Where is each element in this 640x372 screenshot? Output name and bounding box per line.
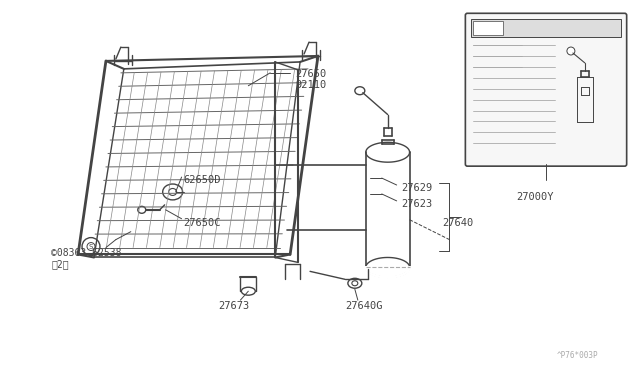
Ellipse shape: [348, 278, 362, 288]
Circle shape: [87, 243, 95, 250]
Circle shape: [567, 47, 575, 55]
Ellipse shape: [352, 281, 358, 286]
Bar: [474, 21, 503, 35]
Text: 27673: 27673: [218, 301, 250, 311]
FancyBboxPatch shape: [465, 13, 627, 166]
Ellipse shape: [138, 206, 146, 213]
Text: S: S: [89, 244, 93, 250]
Text: 27650
92110: 27650 92110: [295, 69, 326, 90]
Text: 27623: 27623: [402, 199, 433, 209]
Text: 27629: 27629: [402, 183, 433, 193]
Text: 27640: 27640: [442, 218, 474, 228]
Circle shape: [82, 238, 100, 256]
Text: ©08363-62538
（2）: ©08363-62538 （2）: [51, 247, 122, 269]
Ellipse shape: [169, 189, 177, 195]
Bar: [471, 19, 621, 37]
Ellipse shape: [241, 287, 255, 295]
Text: 27640G: 27640G: [345, 301, 382, 311]
Ellipse shape: [163, 184, 182, 200]
Text: 27650C: 27650C: [184, 218, 221, 228]
Text: 27000Y: 27000Y: [516, 192, 554, 202]
Text: ^P76*003P: ^P76*003P: [557, 351, 599, 360]
Ellipse shape: [355, 87, 365, 95]
Text: 62650D: 62650D: [184, 175, 221, 185]
